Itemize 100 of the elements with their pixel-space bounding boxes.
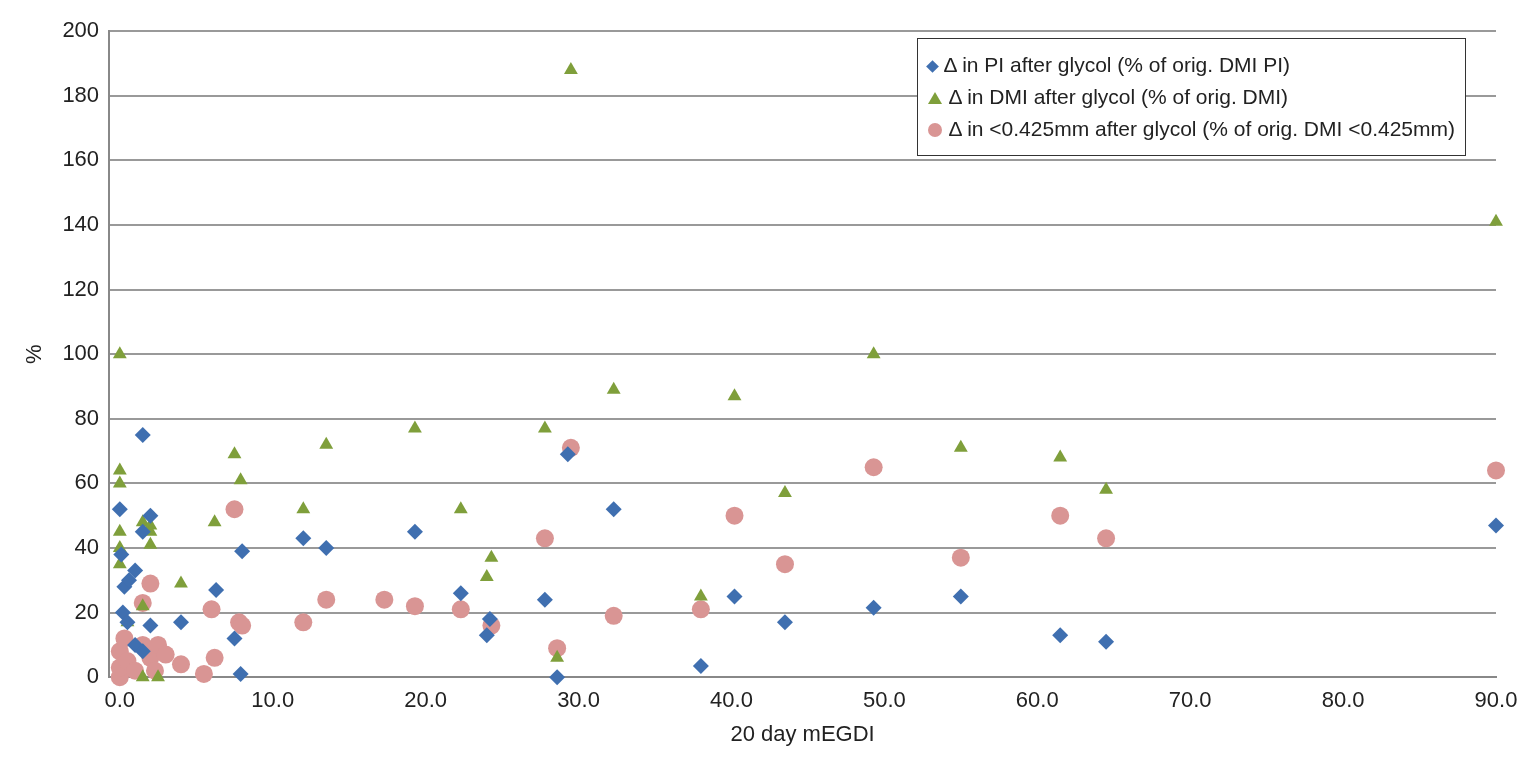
y-tick-label: 180 bbox=[62, 81, 100, 107]
y-tick-label: 140 bbox=[62, 211, 100, 237]
x-tick-label: 50.0 bbox=[862, 687, 906, 713]
y-tick-label: 120 bbox=[62, 275, 100, 301]
point bbox=[537, 420, 552, 433]
y-axis-title: % bbox=[21, 344, 47, 364]
point bbox=[535, 529, 554, 548]
point bbox=[232, 665, 249, 682]
point bbox=[375, 590, 394, 609]
point bbox=[141, 574, 160, 593]
point bbox=[112, 475, 127, 488]
point bbox=[452, 585, 469, 602]
y-tick-label: 160 bbox=[62, 146, 100, 172]
point bbox=[208, 581, 225, 598]
point bbox=[127, 636, 144, 653]
point bbox=[234, 543, 251, 560]
point bbox=[1489, 213, 1503, 226]
point bbox=[142, 617, 159, 634]
point bbox=[1053, 449, 1068, 462]
point bbox=[778, 485, 792, 498]
point bbox=[318, 540, 335, 556]
point bbox=[142, 507, 159, 524]
x-tick-label: 40.0 bbox=[710, 687, 753, 713]
point bbox=[135, 598, 150, 611]
point bbox=[605, 501, 622, 518]
point bbox=[207, 514, 222, 527]
y-tick-label: 80 bbox=[74, 404, 100, 430]
point bbox=[114, 604, 131, 621]
point bbox=[776, 614, 793, 631]
y-tick-label: 20 bbox=[74, 598, 100, 624]
point bbox=[134, 643, 151, 660]
y-tick-label: 60 bbox=[74, 469, 100, 495]
point bbox=[1052, 627, 1069, 644]
x-tick-label: 30.0 bbox=[557, 687, 600, 713]
point bbox=[112, 346, 127, 359]
point bbox=[143, 536, 158, 549]
point bbox=[952, 588, 969, 605]
point bbox=[227, 446, 242, 459]
point bbox=[559, 446, 576, 463]
x-tick-label: 90.0 bbox=[1474, 687, 1518, 713]
point bbox=[692, 657, 709, 674]
point bbox=[194, 664, 213, 683]
point bbox=[156, 645, 175, 664]
point bbox=[725, 506, 744, 525]
x-tick-label: 10.0 bbox=[251, 687, 295, 713]
point bbox=[549, 669, 566, 686]
point bbox=[134, 523, 151, 540]
point bbox=[865, 599, 882, 616]
point bbox=[172, 614, 189, 631]
point bbox=[866, 346, 881, 359]
point bbox=[453, 501, 468, 514]
point bbox=[112, 462, 127, 475]
y-tick-label: 200 bbox=[62, 17, 100, 43]
point bbox=[1051, 506, 1070, 525]
point bbox=[134, 426, 151, 443]
point bbox=[563, 61, 578, 74]
point bbox=[171, 655, 190, 674]
point bbox=[112, 523, 127, 536]
point bbox=[953, 439, 968, 452]
point bbox=[1099, 481, 1114, 494]
point bbox=[691, 600, 710, 619]
point bbox=[202, 600, 221, 619]
point bbox=[295, 530, 312, 547]
point bbox=[451, 600, 470, 619]
point bbox=[536, 591, 553, 608]
point bbox=[693, 588, 708, 601]
x-tick-label: 0.0 bbox=[104, 687, 136, 713]
point bbox=[225, 500, 244, 519]
point bbox=[864, 458, 883, 477]
point bbox=[604, 606, 623, 625]
y-tick-label: 100 bbox=[62, 340, 100, 366]
x-tick-label: 80.0 bbox=[1321, 687, 1365, 713]
legend-label: Δ in DMI after glycol (% of orig. DMI) bbox=[948, 85, 1289, 108]
point bbox=[951, 548, 970, 567]
y-tick-label: 0 bbox=[86, 663, 100, 689]
point bbox=[406, 523, 423, 540]
point bbox=[408, 420, 422, 433]
x-tick-label: 60.0 bbox=[1015, 687, 1059, 713]
point bbox=[405, 597, 424, 616]
x-axis-title: 20 day mEGDI bbox=[730, 720, 875, 746]
point bbox=[1487, 461, 1505, 480]
point bbox=[296, 501, 311, 514]
point bbox=[205, 648, 224, 667]
point bbox=[111, 501, 128, 518]
point bbox=[151, 669, 165, 682]
point bbox=[479, 569, 494, 582]
point bbox=[726, 588, 743, 605]
point bbox=[484, 549, 499, 562]
point bbox=[478, 627, 495, 644]
y-tick-label: 40 bbox=[74, 534, 100, 560]
point bbox=[233, 472, 248, 485]
point bbox=[119, 614, 136, 631]
point bbox=[1097, 529, 1116, 548]
legend-label: Δ in PI after glycol (% of orig. DMI PI) bbox=[943, 53, 1291, 76]
point bbox=[135, 669, 150, 682]
point bbox=[127, 562, 144, 579]
point bbox=[1098, 633, 1115, 650]
x-tick-label: 20.0 bbox=[404, 687, 448, 713]
point bbox=[727, 388, 742, 401]
point bbox=[1488, 517, 1504, 534]
